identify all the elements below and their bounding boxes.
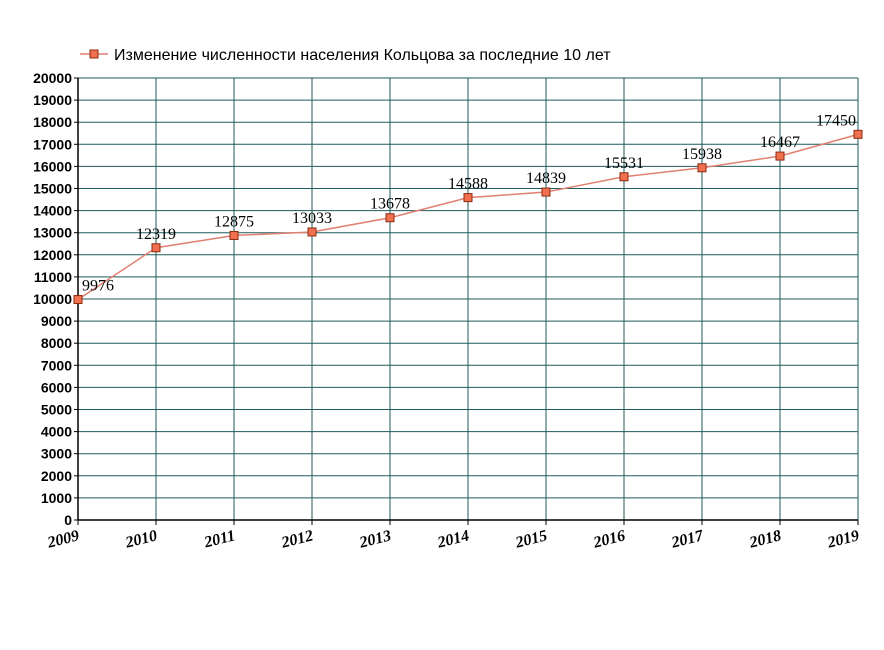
x-tick-label: 2016 <box>591 527 627 551</box>
x-tick-label: 2012 <box>279 527 315 551</box>
x-tick-label: 2010 <box>123 527 159 551</box>
x-tick-label: 2011 <box>202 527 237 551</box>
x-tick-label: 2014 <box>435 527 471 551</box>
data-point-marker <box>463 193 473 203</box>
y-tick-labels: 0 1000 2000 3000 4000 5000 6000 7000 8000 9000 100… <box>33 70 72 528</box>
data-label: 13678 <box>370 196 410 213</box>
data-label: 17450 <box>816 112 856 129</box>
y-tick-label: 19000 <box>33 92 72 108</box>
x-tick-label: 2018 <box>747 527 783 551</box>
y-tick-label: 16000 <box>33 158 72 174</box>
data-point-marker <box>619 172 629 182</box>
y-tick-label: 2000 <box>41 468 72 484</box>
y-tick-label: 18000 <box>33 114 72 130</box>
data-label: 12875 <box>214 213 254 230</box>
data-point-marker <box>697 163 707 173</box>
y-tick-label: 4000 <box>41 424 72 440</box>
y-tick-label: 10000 <box>33 291 72 307</box>
y-tick-label: 17000 <box>33 136 72 152</box>
data-point-marker <box>73 295 83 305</box>
x-tick-label: 2009 <box>45 527 81 551</box>
x-tick-labels: 2009 2010 2011 2012 2013 2014 2015 2016 2017 2018… <box>45 527 861 552</box>
y-tick-label: 13000 <box>33 225 72 241</box>
series-markers <box>73 129 863 305</box>
x-tick-label: 2015 <box>513 527 549 551</box>
data-point-marker <box>307 227 317 237</box>
data-label: 14839 <box>526 170 566 187</box>
axes <box>74 77 859 525</box>
data-point-marker <box>775 151 785 161</box>
y-tick-label: 3000 <box>41 446 72 462</box>
data-point-marker <box>151 243 161 253</box>
data-point-marker <box>229 230 239 240</box>
data-point-marker <box>385 213 395 223</box>
y-tick-label: 6000 <box>41 379 72 395</box>
legend: Изменение численности населения Кольцова… <box>80 47 611 64</box>
y-tick-label: 20000 <box>33 70 72 86</box>
x-tick-label: 2013 <box>357 527 393 551</box>
y-tick-label: 14000 <box>33 203 72 219</box>
y-tick-label: 9000 <box>41 313 72 329</box>
data-label: 13033 <box>292 210 332 227</box>
data-labels: 9976 12319 12875 13033 13678 14588 14839 15531 1… <box>82 112 856 294</box>
data-label: 14588 <box>448 176 488 193</box>
y-tick-label: 1000 <box>41 490 72 506</box>
x-tick-label: 2019 <box>825 527 861 551</box>
y-tick-label: 15000 <box>33 181 72 197</box>
y-tick-label: 12000 <box>33 247 72 263</box>
y-tick-label: 8000 <box>41 335 72 351</box>
x-tick-label: 2017 <box>669 527 706 552</box>
data-label: 12319 <box>136 226 176 243</box>
data-label: 15531 <box>604 155 644 172</box>
legend-label: Изменение численности населения Кольцова… <box>114 47 611 64</box>
y-tick-label: 11000 <box>34 269 72 285</box>
y-tick-label: 0 <box>64 512 72 528</box>
data-label: 16467 <box>760 134 800 151</box>
grid <box>77 77 859 521</box>
data-point-marker <box>541 187 551 197</box>
data-label: 15938 <box>682 146 722 163</box>
y-tick-label: 7000 <box>41 357 72 373</box>
data-label: 9976 <box>82 278 114 295</box>
legend-marker-sample <box>89 49 99 59</box>
data-point-marker <box>853 129 863 139</box>
y-tick-label: 5000 <box>41 402 72 418</box>
